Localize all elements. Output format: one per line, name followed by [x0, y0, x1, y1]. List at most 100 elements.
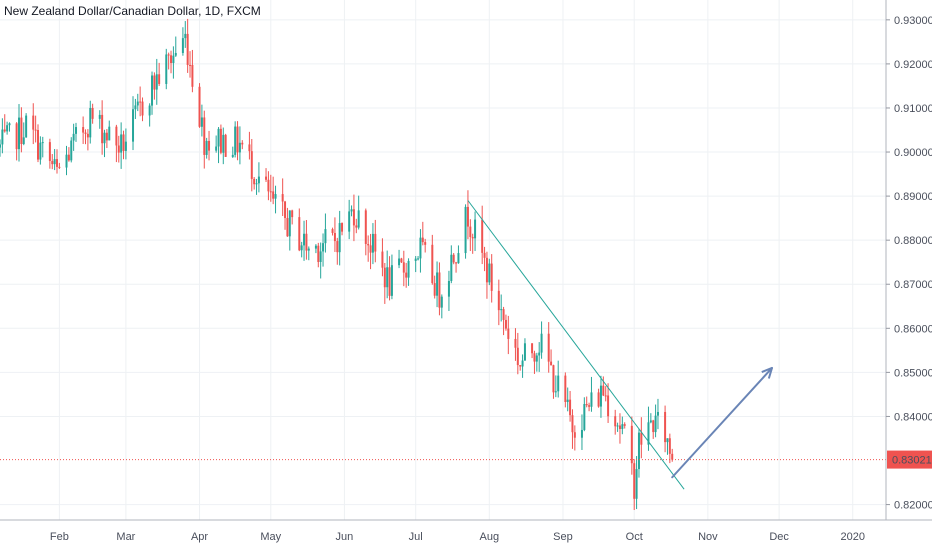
candle-body — [189, 64, 192, 66]
candle-body — [241, 142, 244, 145]
candle-body — [8, 123, 11, 126]
candle-body — [433, 283, 436, 296]
candle-body — [18, 117, 21, 150]
candle-body — [217, 128, 220, 147]
candle-body — [497, 290, 500, 311]
candle-body — [440, 296, 443, 308]
candle-body — [590, 392, 593, 407]
x-tick-label: Aug — [480, 531, 500, 543]
candle-body — [419, 237, 422, 259]
candle-body — [72, 133, 75, 141]
candle-body — [383, 267, 386, 288]
candle-body — [585, 404, 588, 406]
candle-body — [141, 101, 144, 116]
candle-body — [41, 142, 44, 144]
candle-body — [538, 352, 541, 356]
candle-body — [540, 333, 543, 353]
candle-body — [274, 194, 277, 199]
candle-body — [98, 114, 101, 119]
candle-body — [474, 219, 477, 239]
candle-body — [205, 140, 208, 155]
candle-body — [22, 137, 25, 145]
candle-body — [167, 54, 170, 56]
candle-body — [219, 128, 222, 153]
candle-body — [153, 75, 156, 90]
candle-body — [348, 211, 351, 232]
x-tick-label: Oct — [626, 531, 643, 543]
candle-body — [165, 54, 168, 84]
candle-body — [668, 438, 671, 454]
candle-body — [597, 392, 600, 407]
candle-body — [56, 159, 59, 167]
candle-body — [151, 75, 154, 106]
candle-body — [117, 145, 120, 153]
candle-body — [550, 361, 553, 366]
candle-body — [336, 241, 339, 253]
candle-body — [588, 405, 591, 407]
candle-body — [447, 280, 450, 297]
x-tick-label: 2020 — [841, 531, 865, 543]
trendline[interactable] — [467, 200, 685, 490]
x-tick-label: Sep — [553, 531, 573, 543]
candle-body — [333, 232, 336, 242]
candle-body — [388, 267, 391, 296]
candle-body — [286, 218, 289, 237]
candle-body — [398, 258, 401, 266]
candle-body — [483, 252, 486, 258]
candle-body — [607, 395, 610, 417]
candle-body — [367, 243, 370, 246]
candle-body — [37, 130, 40, 160]
candle-body — [186, 33, 189, 65]
candle-body — [291, 210, 294, 218]
candle-body — [656, 411, 659, 416]
x-tick-label: Feb — [50, 531, 69, 543]
candle-body — [158, 74, 161, 84]
y-tick-label: 0.93000 — [894, 15, 932, 27]
price-axis[interactable]: 0.93000 0.92000 0.91000 0.90000 0.89000 0.880… — [886, 15, 932, 512]
candle-body — [364, 210, 367, 244]
candle-body — [614, 416, 617, 427]
candle-body — [405, 272, 408, 278]
candle-body — [198, 86, 201, 127]
x-tick-label: Mar — [116, 531, 135, 543]
candle-body — [649, 420, 652, 423]
candle-body — [265, 176, 268, 180]
current-price-label: 0.83021 — [887, 450, 932, 469]
candle-body — [450, 254, 453, 281]
candle-body — [599, 385, 602, 407]
time-axis[interactable]: Feb Mar Apr May Jun Jul Aug Sep Oct Nov Dec 2020 — [0, 519, 932, 543]
candle-body — [647, 422, 650, 445]
candle-body — [32, 115, 35, 130]
candle-body — [139, 101, 142, 103]
candle-body — [500, 309, 503, 311]
y-tick-label: 0.91000 — [894, 103, 932, 115]
candle-body — [174, 52, 177, 56]
candle-body — [248, 144, 251, 152]
candle-body — [390, 265, 393, 296]
candle-body — [566, 399, 569, 402]
candle-body — [288, 210, 291, 237]
candle-body — [654, 415, 657, 433]
x-tick-label: May — [260, 531, 281, 543]
candle-body — [352, 209, 355, 226]
candle-body — [238, 142, 241, 153]
candle-body — [184, 33, 187, 39]
candle-body — [75, 127, 78, 134]
candle-body — [224, 134, 227, 157]
candle-body — [523, 343, 526, 361]
y-tick-label: 0.89000 — [894, 191, 932, 203]
candle-body — [671, 453, 674, 460]
candle-body — [436, 272, 439, 296]
candle-body — [120, 134, 123, 153]
candle-body — [547, 333, 550, 362]
projection-arrow[interactable] — [671, 366, 773, 479]
candle-body — [148, 105, 151, 116]
candle-body — [369, 245, 372, 253]
candle-body — [319, 251, 322, 262]
candle-body — [307, 248, 310, 251]
candle-body — [386, 267, 389, 288]
candle-body — [557, 375, 560, 392]
candle-body — [485, 257, 488, 283]
candle-body — [108, 126, 111, 141]
